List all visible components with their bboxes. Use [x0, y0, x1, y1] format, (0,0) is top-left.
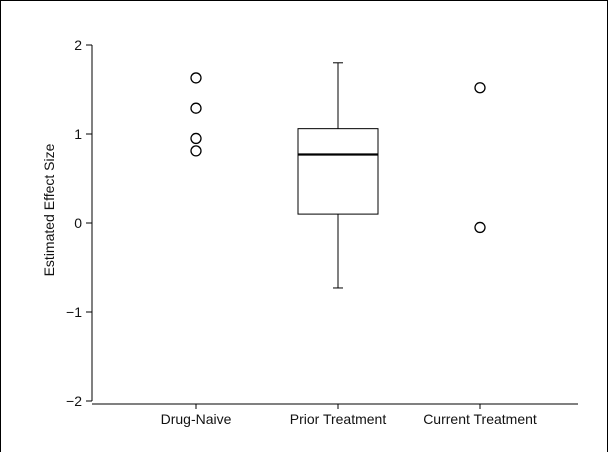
y-tick-label: −2: [66, 393, 82, 409]
x-tick-label: Current Treatment: [423, 411, 537, 427]
data-point: [190, 145, 202, 157]
y-tick-label: −1: [66, 304, 82, 320]
x-tick-label: Drug-Naive: [161, 411, 232, 427]
data-point: [474, 82, 486, 94]
chart-marks: [190, 62, 486, 289]
y-tick-label: 0: [74, 215, 82, 231]
y-axis-title: Estimated Effect Size: [41, 143, 57, 276]
box-iqr: [297, 128, 379, 215]
y-axis: 2 1 0 −1 −2: [66, 37, 93, 409]
data-point: [474, 221, 486, 234]
data-point: [190, 102, 202, 114]
x-axis: Drug-Naive Prior Treatment Current Treatme…: [92, 403, 578, 427]
y-tick-label: 1: [74, 126, 82, 142]
x-tick-label: Prior Treatment: [290, 411, 387, 427]
y-tick-label: 2: [74, 37, 82, 53]
data-point: [190, 72, 202, 84]
data-point: [190, 132, 202, 145]
